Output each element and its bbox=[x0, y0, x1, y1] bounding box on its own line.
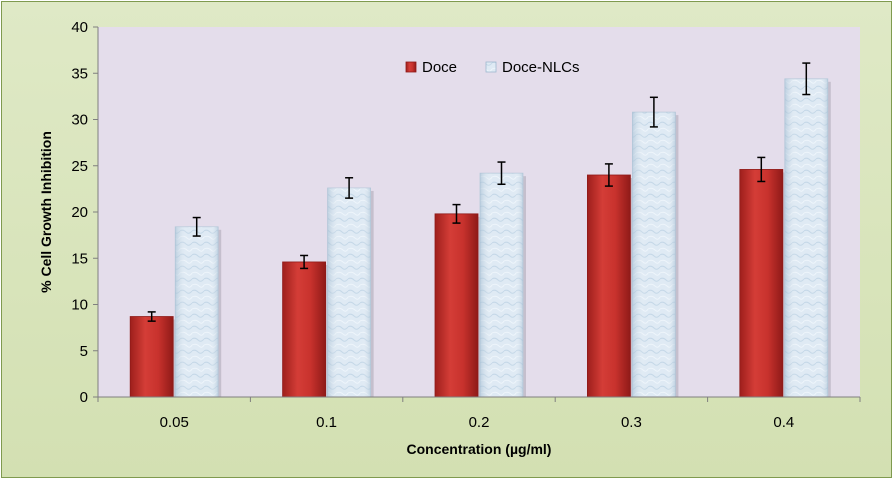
legend-swatch-doce bbox=[405, 61, 417, 73]
x-axis-title: Concentration (µg/ml) bbox=[407, 441, 552, 457]
x-tick-label: 0.4 bbox=[773, 414, 794, 431]
bar-doce-0.2 bbox=[434, 213, 479, 398]
bar-doce-0.3 bbox=[587, 174, 631, 398]
legend-swatch-doce-nlcs bbox=[485, 61, 497, 73]
y-tick-label: 40 bbox=[71, 19, 88, 36]
y-tick-label: 25 bbox=[71, 158, 88, 175]
error-bars-group bbox=[147, 62, 811, 322]
bar-shading bbox=[327, 187, 371, 397]
y-tick-label: 20 bbox=[71, 204, 88, 221]
bar-doce-0.4 bbox=[739, 169, 784, 398]
y-tick-label: 30 bbox=[71, 112, 88, 129]
y-tick-label: 35 bbox=[71, 65, 88, 82]
legend-label: Doce-NLCs bbox=[502, 59, 580, 76]
y-tick-label: 15 bbox=[71, 250, 88, 267]
y-axis-title: % Cell Growth Inhibition bbox=[38, 131, 54, 293]
x-tick-label: 0.1 bbox=[316, 414, 337, 431]
bars-group bbox=[129, 78, 831, 398]
legend-label: Doce bbox=[422, 59, 457, 76]
y-tick-label: 0 bbox=[80, 389, 88, 406]
x-axis-ticks: 0.05 0.1 0.2 0.3 0.4 bbox=[97, 397, 861, 431]
bar-shading bbox=[480, 173, 523, 397]
bar-doce-0.05 bbox=[129, 316, 174, 398]
y-tick-label: 10 bbox=[71, 297, 88, 314]
bar-shading bbox=[784, 78, 828, 398]
bar-doce-0.1 bbox=[282, 261, 327, 398]
x-tick-label: 0.3 bbox=[621, 414, 642, 431]
y-axis-ticks: 0 5 10 15 20 25 30 35 40 bbox=[71, 19, 98, 406]
bar-shading bbox=[175, 226, 219, 397]
legend: Doce Doce-NLCs bbox=[405, 59, 580, 76]
y-tick-label: 5 bbox=[80, 343, 88, 360]
bar-shading bbox=[632, 112, 676, 397]
x-tick-label: 0.2 bbox=[469, 414, 490, 431]
plot-area bbox=[98, 27, 860, 397]
x-tick-label: 0.05 bbox=[160, 414, 189, 431]
